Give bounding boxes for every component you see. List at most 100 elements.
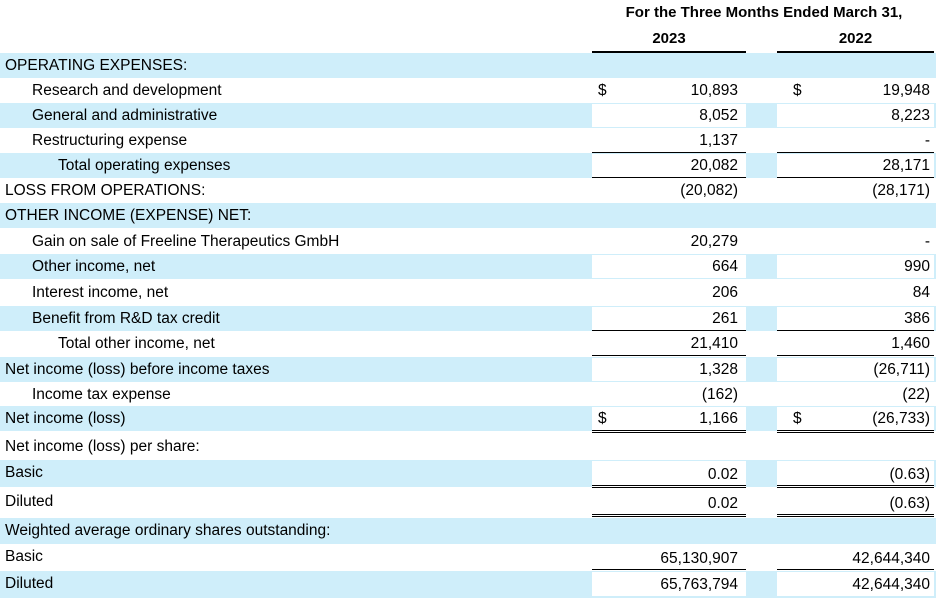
row-loss-from-operations: LOSS FROM OPERATIONS: (20,082) (28,171)	[0, 178, 936, 203]
value-cell-2023: 261	[592, 307, 746, 331]
value-cell-2023: 65,763,794	[592, 572, 746, 596]
row-other-income-heading: OTHER INCOME (EXPENSE) NET:	[0, 203, 936, 228]
value-2023: 1,328	[699, 361, 738, 378]
value-cell-2022: (0.63)	[777, 490, 934, 517]
value-2022: 84	[912, 284, 930, 301]
row-general-and-administrative: General and administrative 8,052 8,223	[0, 103, 936, 128]
value-2023: 21,410	[690, 335, 738, 352]
value-2022: 28,171	[882, 157, 930, 174]
row-research-and-development: Research and development $ 10,893 $ 19,9…	[0, 78, 936, 103]
value-2022: (22)	[902, 386, 930, 403]
value-cell-2023: $ 10,893	[592, 79, 746, 102]
value-2023: 65,763,794	[660, 576, 738, 593]
value-cell-2023: 21,410	[592, 332, 746, 356]
value-cell-2022: $ (26,733)	[777, 407, 934, 433]
row-label: Total operating expenses	[58, 157, 231, 174]
value-cell-2022: 990	[777, 255, 934, 278]
row-label: Income tax expense	[32, 386, 171, 403]
value-cell-2023: 8,052	[592, 104, 746, 127]
value-2022: (26,711)	[873, 361, 930, 378]
value-2023: 0.02	[707, 466, 738, 483]
column-header-2023: 2023	[592, 27, 746, 53]
value-cell-2023: 65,130,907	[592, 545, 746, 572]
row-net-income-loss: Net income (loss) $ 1,166 $ (26,733)	[0, 406, 936, 433]
value-cell-2023: 664	[592, 255, 746, 278]
value-cell-2022: 8,223	[777, 104, 934, 127]
value-cell-2022: 386	[777, 307, 934, 331]
dollar-sign: $	[793, 82, 802, 99]
value-cell-2022: 84	[777, 281, 934, 304]
row-label: LOSS FROM OPERATIONS:	[5, 182, 206, 199]
row-basic-eps: Basic 0.02 (0.63)	[0, 460, 936, 488]
row-label: OPERATING EXPENSES:	[5, 57, 188, 74]
row-label: Total other income, net	[58, 335, 215, 352]
row-label: Benefit from R&D tax credit	[32, 310, 220, 327]
value-cell-2022: 42,644,340	[777, 572, 934, 596]
value-cell-2022: -	[777, 129, 934, 153]
value-2022: (28,171)	[872, 182, 930, 199]
value-cell-2023: 206	[592, 281, 746, 304]
value-2023: 8,052	[699, 107, 738, 124]
row-net-income-before-taxes: Net income (loss) before income taxes 1,…	[0, 357, 936, 382]
value-cell-2023: $ 1,166	[592, 407, 746, 433]
row-label: Net income (loss) per share:	[5, 438, 200, 455]
value-2022: (26,733)	[872, 410, 930, 427]
value-2023: 20,279	[690, 233, 738, 250]
value-cell-2022: (0.63)	[777, 461, 934, 488]
row-label: General and administrative	[32, 107, 218, 124]
row-total-operating-expenses: Total operating expenses 20,082 28,171	[0, 153, 936, 178]
value-2022: (0.63)	[889, 466, 931, 483]
value-2023: 65,130,907	[660, 550, 738, 567]
value-2022: 8,223	[891, 107, 930, 124]
value-cell-2022: 28,171	[777, 154, 934, 178]
row-label: Diluted	[5, 575, 54, 592]
value-2023: 0.02	[707, 495, 738, 512]
value-2022: -	[924, 233, 930, 250]
value-2022: 42,644,340	[852, 576, 930, 593]
dollar-sign: $	[598, 410, 607, 427]
row-basic-shares: Basic 65,130,907 42,644,340	[0, 544, 936, 572]
row-label: Basic	[5, 548, 43, 565]
value-cell-2023: 20,279	[592, 230, 746, 253]
row-label: Gain on sale of Freeline Therapeutics Gm…	[32, 233, 340, 250]
value-2022: 386	[904, 310, 930, 327]
period-header: For the Three Months Ended March 31,	[625, 4, 903, 21]
row-other-income-net: Other income, net 664 990	[0, 254, 936, 279]
value-cell-2022: (26,711)	[777, 358, 934, 381]
value-cell-2022: -	[777, 230, 934, 253]
dollar-sign: $	[793, 410, 802, 427]
row-label: OTHER INCOME (EXPENSE) NET:	[5, 207, 252, 224]
row-label: Restructuring expense	[32, 132, 188, 149]
row-gain-on-sale: Gain on sale of Freeline Therapeutics Gm…	[0, 229, 936, 254]
row-label: Research and development	[32, 82, 222, 99]
value-cell-2023: (20,082)	[592, 179, 746, 202]
value-cell-2022: 42,644,340	[777, 545, 934, 572]
row-diluted-shares: Diluted 65,763,794 42,644,340	[0, 571, 936, 598]
value-2023: 1,166	[699, 410, 738, 427]
dollar-sign: $	[598, 82, 607, 99]
value-2023: (162)	[701, 386, 738, 403]
row-label: Basic	[5, 464, 43, 481]
value-cell-2023: 0.02	[592, 490, 746, 517]
value-2023: 20,082	[690, 157, 738, 174]
value-2022: 990	[904, 258, 930, 275]
value-2023: (20,082)	[680, 182, 738, 199]
value-2022: (0.63)	[889, 495, 931, 512]
value-cell-2023: 1,328	[592, 358, 746, 381]
row-income-tax-expense: Income tax expense (162) (22)	[0, 382, 936, 407]
row-label: Interest income, net	[32, 284, 169, 301]
row-label: Net income (loss) before income taxes	[5, 361, 270, 378]
row-restructuring-expense: Restructuring expense 1,137 -	[0, 128, 936, 153]
row-label: Other income, net	[32, 258, 156, 275]
value-cell-2022: (28,171)	[777, 179, 934, 202]
value-cell-2022: 1,460	[777, 332, 934, 356]
row-label: Diluted	[5, 493, 54, 510]
value-2022: -	[924, 132, 930, 149]
value-2023: 1,137	[699, 132, 738, 149]
column-header-2022: 2022	[777, 27, 934, 53]
value-cell-2023: 1,137	[592, 129, 746, 153]
value-2023: 206	[712, 284, 738, 301]
value-cell-2022: $ 19,948	[777, 79, 934, 102]
value-2022: 42,644,340	[852, 550, 930, 567]
